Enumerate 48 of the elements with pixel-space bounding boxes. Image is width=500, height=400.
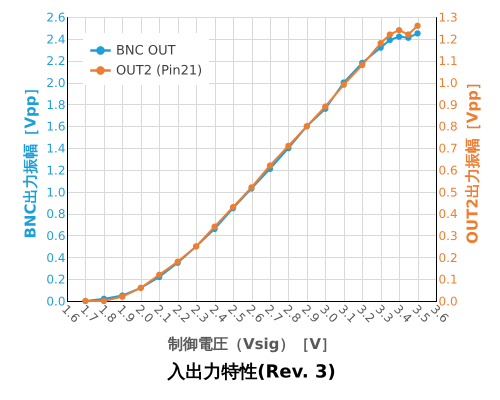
point [414, 22, 421, 29]
y-tick-label: 0.8 [46, 207, 66, 222]
y2-tick-label: 0.3 [438, 228, 458, 243]
y2-tick-label: 1.0 [438, 76, 458, 90]
y-tick-label: 1.6 [46, 120, 66, 134]
y2-tick-label: 0.8 [438, 120, 458, 134]
y-tick-label: 0.4 [46, 250, 66, 265]
y-tick-label: 0.2 [46, 272, 66, 287]
y-axis-title: BNC出力振幅［Vpp］ [21, 80, 40, 239]
y2-tick-label: 0.2 [438, 250, 458, 265]
point [322, 103, 328, 110]
y-tick-label: 1.2 [46, 163, 66, 178]
legend-label: OUT2 (Pin21) [116, 64, 202, 78]
text: 入出力特性(Rev. 3) [166, 361, 336, 382]
y2-tick-label: 0.4 [438, 207, 458, 222]
y-tick-label: 2.4 [46, 32, 66, 46]
y-tick-label: 0.0 [46, 294, 66, 308]
y2-tick-label: 0.1 [438, 272, 458, 287]
y2-tick-label: 1.2 [438, 32, 458, 46]
point [386, 36, 394, 44]
point [414, 30, 421, 37]
point [100, 298, 108, 304]
point [266, 162, 274, 169]
y-tick-label: 2.6 [46, 10, 66, 24]
point [405, 31, 412, 38]
legend-label: BNC OUT [116, 44, 176, 58]
y-tick-label: 1.8 [46, 98, 66, 112]
y2-tick-label: 0.9 [438, 98, 458, 112]
point [340, 82, 347, 88]
y-tick-label: 2.2 [46, 54, 66, 68]
point [156, 272, 162, 278]
y-tick-label: 2.0 [46, 76, 66, 90]
y-tick-label: 1.4 [46, 142, 66, 156]
y2-axis-title: OUT2出力振幅［Vpp］ [464, 75, 482, 244]
y2-tick-label: 0.7 [438, 142, 458, 156]
y-tick-label: 0.6 [46, 228, 66, 243]
point [396, 26, 402, 34]
y2-tick-label: 0.5 [438, 185, 458, 200]
y2-tick-label: 1.3 [438, 10, 458, 24]
y2-tick-label: 1.1 [438, 54, 458, 68]
point [211, 224, 218, 230]
point [386, 31, 394, 38]
point [377, 40, 384, 46]
x-axis-title: 制御電圧（Vsig）［V］ [166, 334, 336, 353]
y2-tick-label: 0.0 [438, 294, 458, 308]
y-tick-label: 1.0 [46, 185, 66, 200]
point [396, 34, 402, 40]
y2-tick-label: 0.6 [438, 163, 458, 178]
